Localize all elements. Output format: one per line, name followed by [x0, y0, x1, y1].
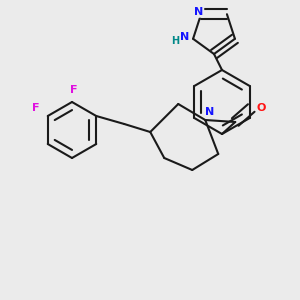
Text: N: N — [181, 32, 190, 42]
Text: H: H — [171, 36, 179, 46]
Text: F: F — [32, 103, 40, 113]
Text: N: N — [194, 7, 204, 17]
Text: F: F — [70, 85, 78, 95]
Text: N: N — [205, 107, 214, 117]
Text: O: O — [256, 103, 266, 113]
